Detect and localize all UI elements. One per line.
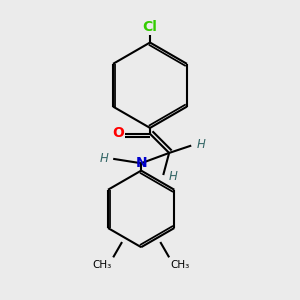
Text: CH₃: CH₃ (92, 260, 112, 270)
Text: Cl: Cl (142, 20, 158, 34)
Text: H: H (196, 138, 206, 151)
Text: H: H (169, 170, 177, 183)
Text: H: H (100, 152, 109, 165)
Text: O: O (112, 126, 124, 140)
Text: CH₃: CH₃ (171, 260, 190, 270)
Text: N: N (135, 156, 147, 170)
